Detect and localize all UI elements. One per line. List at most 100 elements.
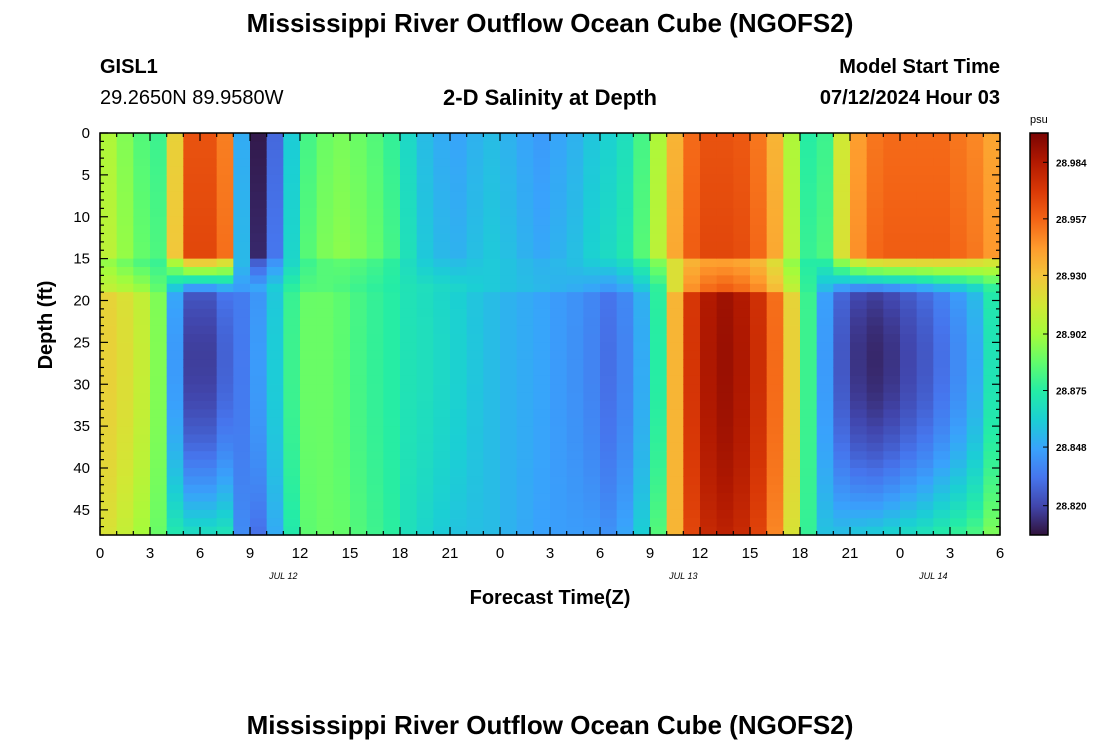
heatmap-cell xyxy=(250,384,268,394)
heatmap-cell xyxy=(250,216,268,226)
heatmap-cell xyxy=(733,401,751,410)
heatmap-cell xyxy=(650,241,668,251)
heatmap-cell xyxy=(683,468,701,477)
heatmap-cell xyxy=(950,292,968,302)
heatmap-cell xyxy=(600,174,618,184)
heatmap-cell xyxy=(633,468,651,477)
heatmap-cell xyxy=(200,300,218,310)
heatmap-cell xyxy=(883,334,901,343)
heatmap-cell xyxy=(500,493,518,503)
heatmap-cell xyxy=(116,384,134,394)
heatmap-cell xyxy=(333,325,351,335)
heatmap-cell xyxy=(416,501,434,511)
heatmap-cell xyxy=(400,484,418,494)
heatmap-cell xyxy=(566,334,584,343)
heatmap-cell xyxy=(150,350,168,360)
heatmap-cell xyxy=(450,493,468,503)
heatmap-cell xyxy=(300,216,318,226)
heatmap-cell xyxy=(683,417,701,427)
heatmap-cell xyxy=(266,468,284,477)
heatmap-cell xyxy=(500,149,518,159)
heatmap-cell xyxy=(333,141,351,151)
heatmap-cell xyxy=(683,350,701,360)
heatmap-cell xyxy=(316,250,334,260)
heatmap-cell xyxy=(316,166,334,176)
heatmap-cell xyxy=(716,409,734,419)
heatmap-cell xyxy=(883,451,901,461)
heatmap-cell xyxy=(550,200,568,209)
heatmap-cell xyxy=(500,401,518,410)
heatmap-cell xyxy=(200,526,218,536)
y-tick-label: 45 xyxy=(73,502,90,519)
heatmap-cell xyxy=(416,384,434,394)
heatmap-cell xyxy=(366,342,384,352)
heatmap-cell xyxy=(283,484,301,494)
heatmap-cell xyxy=(233,208,251,218)
heatmap-cell xyxy=(666,300,684,310)
heatmap-cell xyxy=(650,342,668,352)
heatmap-cell xyxy=(433,451,451,461)
heatmap-cell xyxy=(483,476,501,486)
heatmap-cell xyxy=(883,308,901,318)
heatmap-cell xyxy=(433,325,451,335)
heatmap-cell xyxy=(316,359,334,369)
heatmap-cell xyxy=(150,392,168,402)
heatmap-cell xyxy=(933,509,951,519)
heatmap-cell xyxy=(800,451,818,461)
heatmap-cell xyxy=(700,267,718,276)
heatmap-cell xyxy=(816,484,834,494)
heatmap-cell xyxy=(200,267,218,276)
heatmap-cell xyxy=(250,174,268,184)
heatmap-cell xyxy=(150,518,168,528)
heatmap-cell xyxy=(650,267,668,276)
heatmap-cell xyxy=(483,401,501,410)
heatmap-cell xyxy=(616,434,634,444)
x-tick-label: 18 xyxy=(392,545,409,562)
heatmap-cell xyxy=(600,484,618,494)
heatmap-cell xyxy=(783,166,801,176)
heatmap-cell xyxy=(450,451,468,461)
heatmap-cell xyxy=(416,141,434,151)
x-tick-label: 18 xyxy=(792,545,809,562)
heatmap-cell xyxy=(666,518,684,528)
heatmap-cell xyxy=(816,258,834,268)
heatmap-cell xyxy=(383,258,401,268)
heatmap-cell xyxy=(450,426,468,436)
heatmap-cell xyxy=(900,518,918,528)
heatmap-cell xyxy=(233,409,251,419)
heatmap-cell xyxy=(866,300,884,310)
heatmap-cell xyxy=(116,442,134,452)
heatmap-cell xyxy=(466,158,484,168)
heatmap-cell xyxy=(533,133,551,142)
heatmap-cell xyxy=(383,308,401,318)
heatmap-cell xyxy=(466,292,484,302)
heatmap-cell xyxy=(733,350,751,360)
heatmap-cell xyxy=(683,518,701,528)
heatmap-cell xyxy=(766,233,784,243)
heatmap-cell xyxy=(716,325,734,335)
heatmap-cell xyxy=(683,225,701,235)
heatmap-cell xyxy=(116,426,134,436)
heatmap-cell xyxy=(650,359,668,369)
heatmap-cell xyxy=(416,258,434,268)
heatmap-cell xyxy=(516,158,534,168)
heatmap-cell xyxy=(216,191,234,201)
heatmap-cell xyxy=(966,258,984,268)
heatmap-cell xyxy=(283,384,301,394)
heatmap-cell xyxy=(950,501,968,511)
heatmap-cell xyxy=(500,426,518,436)
heatmap-cell xyxy=(866,392,884,402)
x-tick-label: 15 xyxy=(342,545,359,562)
heatmap-cell xyxy=(683,317,701,327)
heatmap-cell xyxy=(216,459,234,469)
heatmap-cell xyxy=(516,509,534,519)
heatmap-cell xyxy=(633,384,651,394)
heatmap-cell xyxy=(583,174,601,184)
heatmap-cell xyxy=(100,459,118,469)
heatmap-cell xyxy=(783,225,801,235)
heatmap-cell xyxy=(616,141,634,151)
heatmap-cell xyxy=(250,308,268,318)
heatmap-cell xyxy=(150,359,168,369)
heatmap-cell xyxy=(650,191,668,201)
heatmap-cell xyxy=(716,191,734,201)
